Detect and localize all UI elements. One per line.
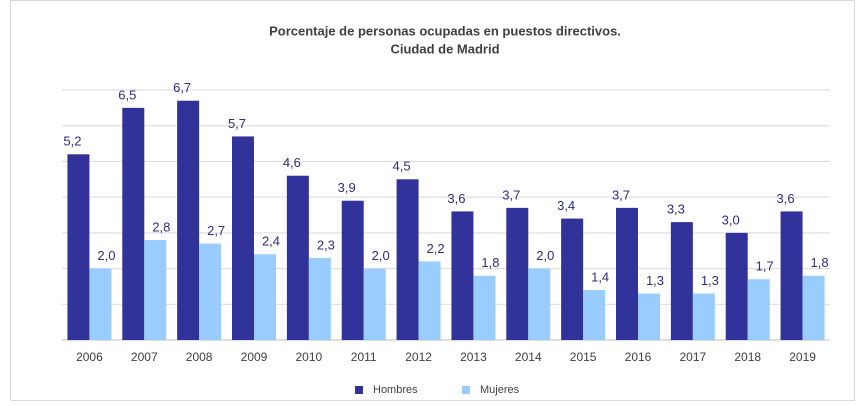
x-tick-label: 2010	[296, 350, 323, 364]
x-tick-label: 2007	[131, 350, 158, 364]
value-label: 3,0	[722, 212, 740, 227]
bar	[396, 179, 419, 340]
bar	[561, 218, 584, 340]
bar	[780, 211, 803, 340]
bar	[232, 136, 254, 340]
bar	[692, 293, 715, 340]
bar	[528, 268, 551, 340]
value-label: 1,8	[811, 255, 829, 270]
bar	[254, 254, 276, 340]
value-label: 2,0	[536, 248, 554, 263]
chart-subtitle: Ciudad de Madrid	[390, 41, 499, 56]
legend-swatch	[462, 386, 470, 394]
value-label: 2,4	[262, 234, 280, 249]
value-label: 4,5	[393, 159, 411, 174]
bar	[506, 207, 529, 340]
bar	[583, 290, 606, 340]
x-tick-label: 2011	[351, 350, 377, 364]
bar	[177, 100, 200, 340]
value-label: 6,7	[173, 80, 191, 95]
bar	[670, 222, 693, 340]
value-label: 2,8	[152, 219, 170, 234]
x-tick-label: 2019	[789, 350, 816, 364]
bar	[286, 175, 309, 340]
value-label: 3,9	[338, 180, 356, 195]
value-label: 1,4	[591, 269, 609, 284]
value-label: 1,3	[646, 273, 664, 288]
value-label: 1,3	[701, 273, 719, 288]
value-label: 3,3	[667, 202, 685, 217]
x-tick-label: 2009	[241, 350, 268, 364]
x-tick-label: 2012	[405, 350, 432, 364]
x-tick-label: 2015	[570, 350, 597, 364]
x-tick-label: 2014	[515, 350, 542, 364]
value-label: 3,6	[777, 191, 795, 206]
value-label: 2,3	[317, 237, 335, 252]
bar	[418, 261, 441, 340]
value-label: 1,8	[481, 255, 499, 270]
value-label: 3,6	[447, 191, 465, 206]
value-label: 2,0	[97, 248, 115, 263]
bar	[341, 200, 364, 340]
bar	[144, 240, 167, 340]
x-tick-label: 2017	[680, 350, 707, 364]
bar	[308, 257, 331, 340]
value-label: 5,2	[63, 134, 81, 149]
value-label: 4,6	[283, 155, 301, 170]
value-label: 2,2	[427, 241, 445, 256]
x-tick-label: 2006	[76, 350, 103, 364]
bar	[122, 107, 145, 340]
x-tick-label: 2013	[460, 350, 487, 364]
x-tick-label: 2016	[625, 350, 652, 364]
legend-swatch	[355, 386, 363, 394]
value-label: 2,7	[207, 223, 225, 238]
bar	[89, 268, 112, 340]
bar	[451, 211, 474, 340]
bar	[638, 293, 660, 340]
value-label: 2,0	[372, 248, 390, 263]
legend-label: Mujeres	[480, 384, 520, 396]
chart-title: Porcentaje de personas ocupadas en puest…	[269, 23, 621, 38]
value-label: 5,7	[228, 116, 246, 131]
x-tick-label: 2018	[734, 350, 761, 364]
bar	[363, 268, 386, 340]
value-label: 6,5	[118, 87, 136, 102]
bar	[802, 275, 825, 340]
value-label: 3,7	[502, 187, 520, 202]
legend-label: Hombres	[373, 384, 418, 396]
value-label: 3,7	[612, 187, 630, 202]
bar	[473, 275, 496, 340]
bar	[199, 243, 222, 340]
bar	[747, 279, 770, 340]
value-label: 1,7	[756, 259, 774, 274]
bar	[616, 207, 638, 340]
bar	[67, 154, 90, 340]
value-label: 3,4	[557, 198, 575, 213]
bar	[725, 232, 748, 340]
x-tick-label: 2008	[186, 350, 213, 364]
